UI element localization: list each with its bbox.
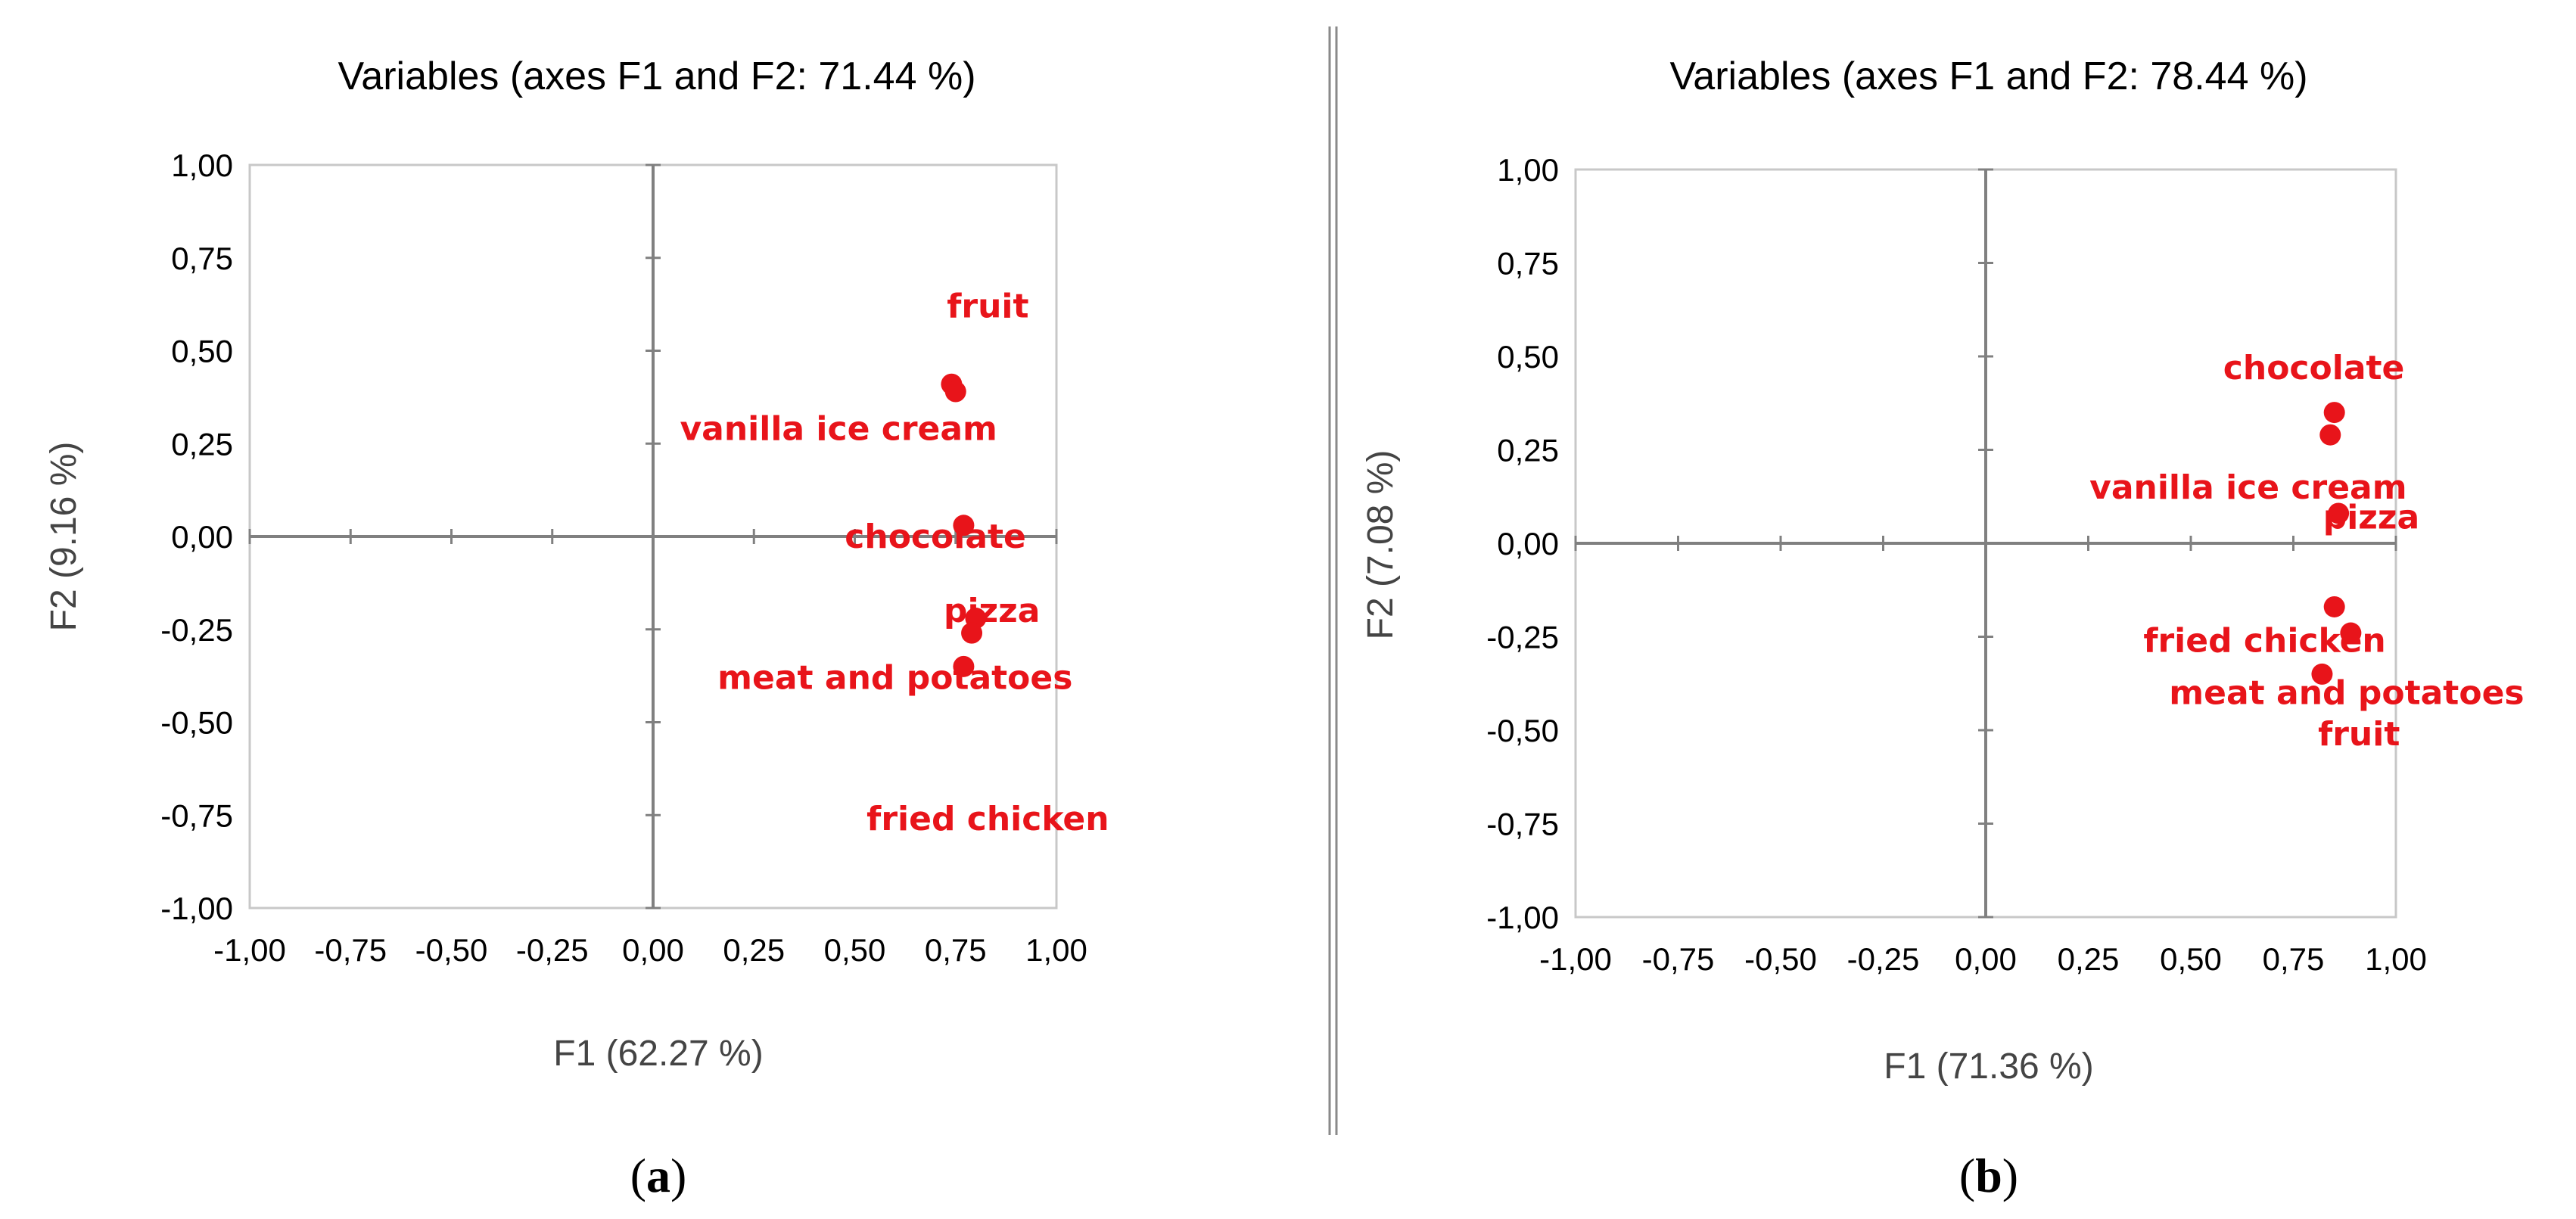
axes <box>1574 168 2397 919</box>
x-tick-label: 0,00 <box>1955 941 2017 977</box>
y-tick-label: -0,75 <box>160 798 233 833</box>
data-points <box>941 373 987 677</box>
point-label: vanilla ice cream <box>680 410 997 449</box>
chart-title: Variables (axes F1 and F2: 71.44 %) <box>338 54 975 98</box>
y-tick-label: 0,25 <box>1497 433 1559 468</box>
point-label: pizza <box>944 592 1041 630</box>
data-point <box>2323 596 2345 617</box>
y-axis-title: F2 (7.08 %) <box>1361 450 1401 640</box>
y-tick-label: 0,75 <box>1497 246 1559 281</box>
x-tick-label: -0,75 <box>1642 941 1715 977</box>
x-tick-label: -0,50 <box>1744 941 1817 977</box>
y-axis-title: F2 (9.16 %) <box>44 442 84 632</box>
y-tick-label: -0,50 <box>160 705 233 741</box>
point-label: fried chicken <box>2143 621 2385 660</box>
x-tick-label: -0,25 <box>1847 941 1920 977</box>
point-label: pizza <box>2323 498 2420 536</box>
y-tick-label: 0,50 <box>171 334 233 369</box>
y-tick-labels: 1,00 0,75 0,50 0,25 0,00 -0,25 -0,50 -0,75 -1,00 <box>1486 152 1559 935</box>
data-point <box>953 515 975 536</box>
data-points <box>2311 402 2362 685</box>
data-point <box>953 655 975 677</box>
x-tick-label: -0,25 <box>516 932 589 968</box>
y-tick-label: 0,50 <box>1497 339 1559 375</box>
panel-letter: b <box>1975 1149 2002 1202</box>
y-tick-label: -1,00 <box>160 891 233 926</box>
y-tick-label: -0,25 <box>160 612 233 648</box>
data-point <box>2340 622 2362 644</box>
y-tick-label: -1,00 <box>1486 900 1559 935</box>
data-point <box>2311 663 2333 685</box>
x-tick-label: 0,50 <box>2160 941 2222 977</box>
x-tick-labels: -1,00 -0,75 -0,50 -0,25 0,00 0,25 0,50 0,75 1,00 <box>213 932 1087 968</box>
y-tick-label: 0,75 <box>171 241 233 276</box>
point-label: chocolate <box>2223 349 2405 387</box>
y-tick-label: -0,50 <box>1486 713 1559 748</box>
point-label: fruit <box>2318 715 2400 754</box>
y-tick-label: -0,25 <box>1486 620 1559 655</box>
x-axis-title: F1 (62.27 %) <box>553 1034 763 1074</box>
point-label: meat and potatoes <box>717 659 1072 698</box>
x-tick-label: 0,00 <box>622 932 684 968</box>
x-tick-labels: -1,00 -0,75 -0,50 -0,25 0,00 0,25 0,50 0,75 1,00 <box>1539 941 2427 977</box>
panel-label: (b) <box>1959 1149 2018 1202</box>
y-tick-label: -0,75 <box>1486 807 1559 842</box>
x-tick-label: -1,00 <box>213 932 286 968</box>
x-tick-label: -0,50 <box>415 932 488 968</box>
x-tick-label: 0,75 <box>925 932 987 968</box>
y-tick-labels: 1,00 0,75 0,50 0,25 0,00 -0,25 -0,50 -0,75 -1,00 <box>160 148 233 926</box>
point-label: meat and potatoes <box>2169 674 2524 713</box>
point-label: fruit <box>947 288 1028 326</box>
x-tick-label: -0,75 <box>314 932 387 968</box>
panel-label: (a) <box>630 1149 687 1202</box>
data-point <box>2328 502 2350 524</box>
panel-letter: a <box>646 1149 670 1202</box>
point-label: chocolate <box>845 518 1026 556</box>
data-point <box>2323 402 2345 424</box>
x-tick-label: 0,50 <box>824 932 886 968</box>
x-tick-label: -1,00 <box>1539 941 1612 977</box>
point-label: fried chicken <box>866 800 1109 838</box>
x-tick-label: 0,25 <box>2058 941 2120 977</box>
data-point <box>961 622 983 644</box>
data-point <box>2319 424 2341 446</box>
x-tick-label: 1,00 <box>2365 941 2427 977</box>
chart-panel-b: Variables (axes F1 and F2: 78.44 %) -1,0… <box>1361 54 2525 1202</box>
y-tick-label: 0,00 <box>1497 526 1559 561</box>
y-tick-label: 1,00 <box>1497 152 1559 188</box>
point-label: vanilla ice cream <box>2089 468 2406 507</box>
x-tick-label: 1,00 <box>1025 932 1087 968</box>
point-labels: fruit vanilla ice cream chocolate pizza meat… <box>680 288 1109 839</box>
x-tick-label: 0,25 <box>723 932 785 968</box>
x-tick-label: 0,75 <box>2263 941 2325 977</box>
y-tick-label: 0,25 <box>171 426 233 462</box>
chart-title: Variables (axes F1 and F2: 78.44 %) <box>1669 54 2307 98</box>
chart-panel-a: Variables (axes F1 and F2: 71.44 %) -1,0… <box>44 54 1109 1202</box>
y-tick-label: 1,00 <box>171 148 233 183</box>
x-axis-title: F1 (71.36 %) <box>1884 1046 2093 1087</box>
y-tick-label: 0,00 <box>171 519 233 555</box>
data-point <box>944 381 966 403</box>
